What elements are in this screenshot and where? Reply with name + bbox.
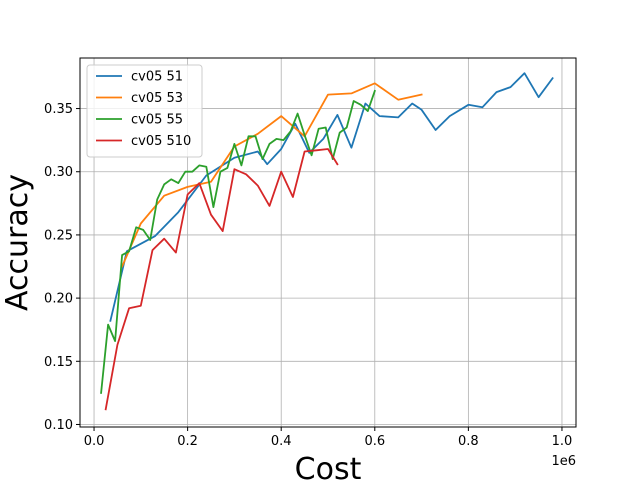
y-tick-label: 0.15 xyxy=(44,355,73,370)
legend-label: cv05 51 xyxy=(131,70,183,85)
legend: cv05 51 cv05 53 cv05 55 cv05 510 xyxy=(86,64,203,158)
gridlines xyxy=(80,58,576,427)
x-tick-label: 0.2 xyxy=(177,434,198,449)
y-tick-label: 0.20 xyxy=(44,292,73,307)
x-tick-label: 0.4 xyxy=(271,434,292,449)
x-axis-title: Cost xyxy=(295,452,362,480)
legend-label: cv05 510 xyxy=(131,134,191,149)
legend-label: cv05 55 xyxy=(131,113,183,128)
x-axis-offset-label: 1e6 xyxy=(551,454,576,469)
series-line-cv05-510 xyxy=(104,148,339,411)
series-lines xyxy=(100,72,554,411)
y-tick-label: 0.35 xyxy=(44,102,73,117)
legend-box xyxy=(86,64,203,158)
x-tick-label: 0.0 xyxy=(84,434,105,449)
y-axis-title: Accuracy xyxy=(0,174,35,311)
y-tick-label: 0.30 xyxy=(44,165,73,180)
y-tick-label: 0.25 xyxy=(44,228,73,243)
series-line-cv05-53 xyxy=(120,82,423,268)
x-tick-label: 0.8 xyxy=(458,434,479,449)
plot-frame xyxy=(79,57,577,428)
series-line-cv05-55 xyxy=(100,89,376,394)
x-tick-label: 0.6 xyxy=(364,434,385,449)
axis-ticks: 0.0 0.2 0.4 0.6 0.8 1.0 0.10 0.15 0.20 0.25 0.30 0.… xyxy=(44,102,572,449)
legend-label: cv05 53 xyxy=(131,91,183,106)
y-tick-label: 0.10 xyxy=(44,418,73,433)
x-tick-label: 1.0 xyxy=(552,434,573,449)
